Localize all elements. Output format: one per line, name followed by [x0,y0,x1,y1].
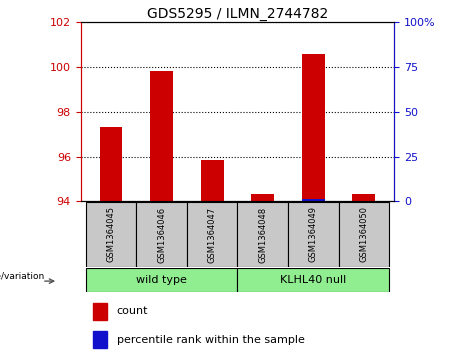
Text: GSM1364050: GSM1364050 [359,207,368,262]
Bar [150,71,173,201]
FancyBboxPatch shape [86,202,136,267]
Text: wild type: wild type [136,275,187,285]
Text: percentile rank within the sample: percentile rank within the sample [117,335,305,345]
Bar [100,127,122,201]
Bar [93,303,107,320]
Bar [302,54,325,201]
FancyBboxPatch shape [187,202,237,267]
Title: GDS5295 / ILMN_2744782: GDS5295 / ILMN_2744782 [147,7,328,21]
Bar [251,193,274,201]
FancyBboxPatch shape [288,202,338,267]
Bar [302,199,325,201]
Text: GSM1364046: GSM1364046 [157,207,166,262]
Bar [201,160,224,201]
Text: KLHL40 null: KLHL40 null [280,275,346,285]
Text: GSM1364048: GSM1364048 [258,207,267,262]
Bar [93,331,107,348]
FancyBboxPatch shape [237,202,288,267]
FancyBboxPatch shape [237,268,389,292]
Text: GSM1364049: GSM1364049 [309,207,318,262]
Text: GSM1364047: GSM1364047 [207,207,217,262]
Text: count: count [117,306,148,316]
Text: genotype/variation: genotype/variation [0,272,44,281]
Bar [353,193,375,201]
FancyBboxPatch shape [136,202,187,267]
Text: GSM1364045: GSM1364045 [106,207,116,262]
FancyBboxPatch shape [338,202,389,267]
FancyBboxPatch shape [86,268,237,292]
